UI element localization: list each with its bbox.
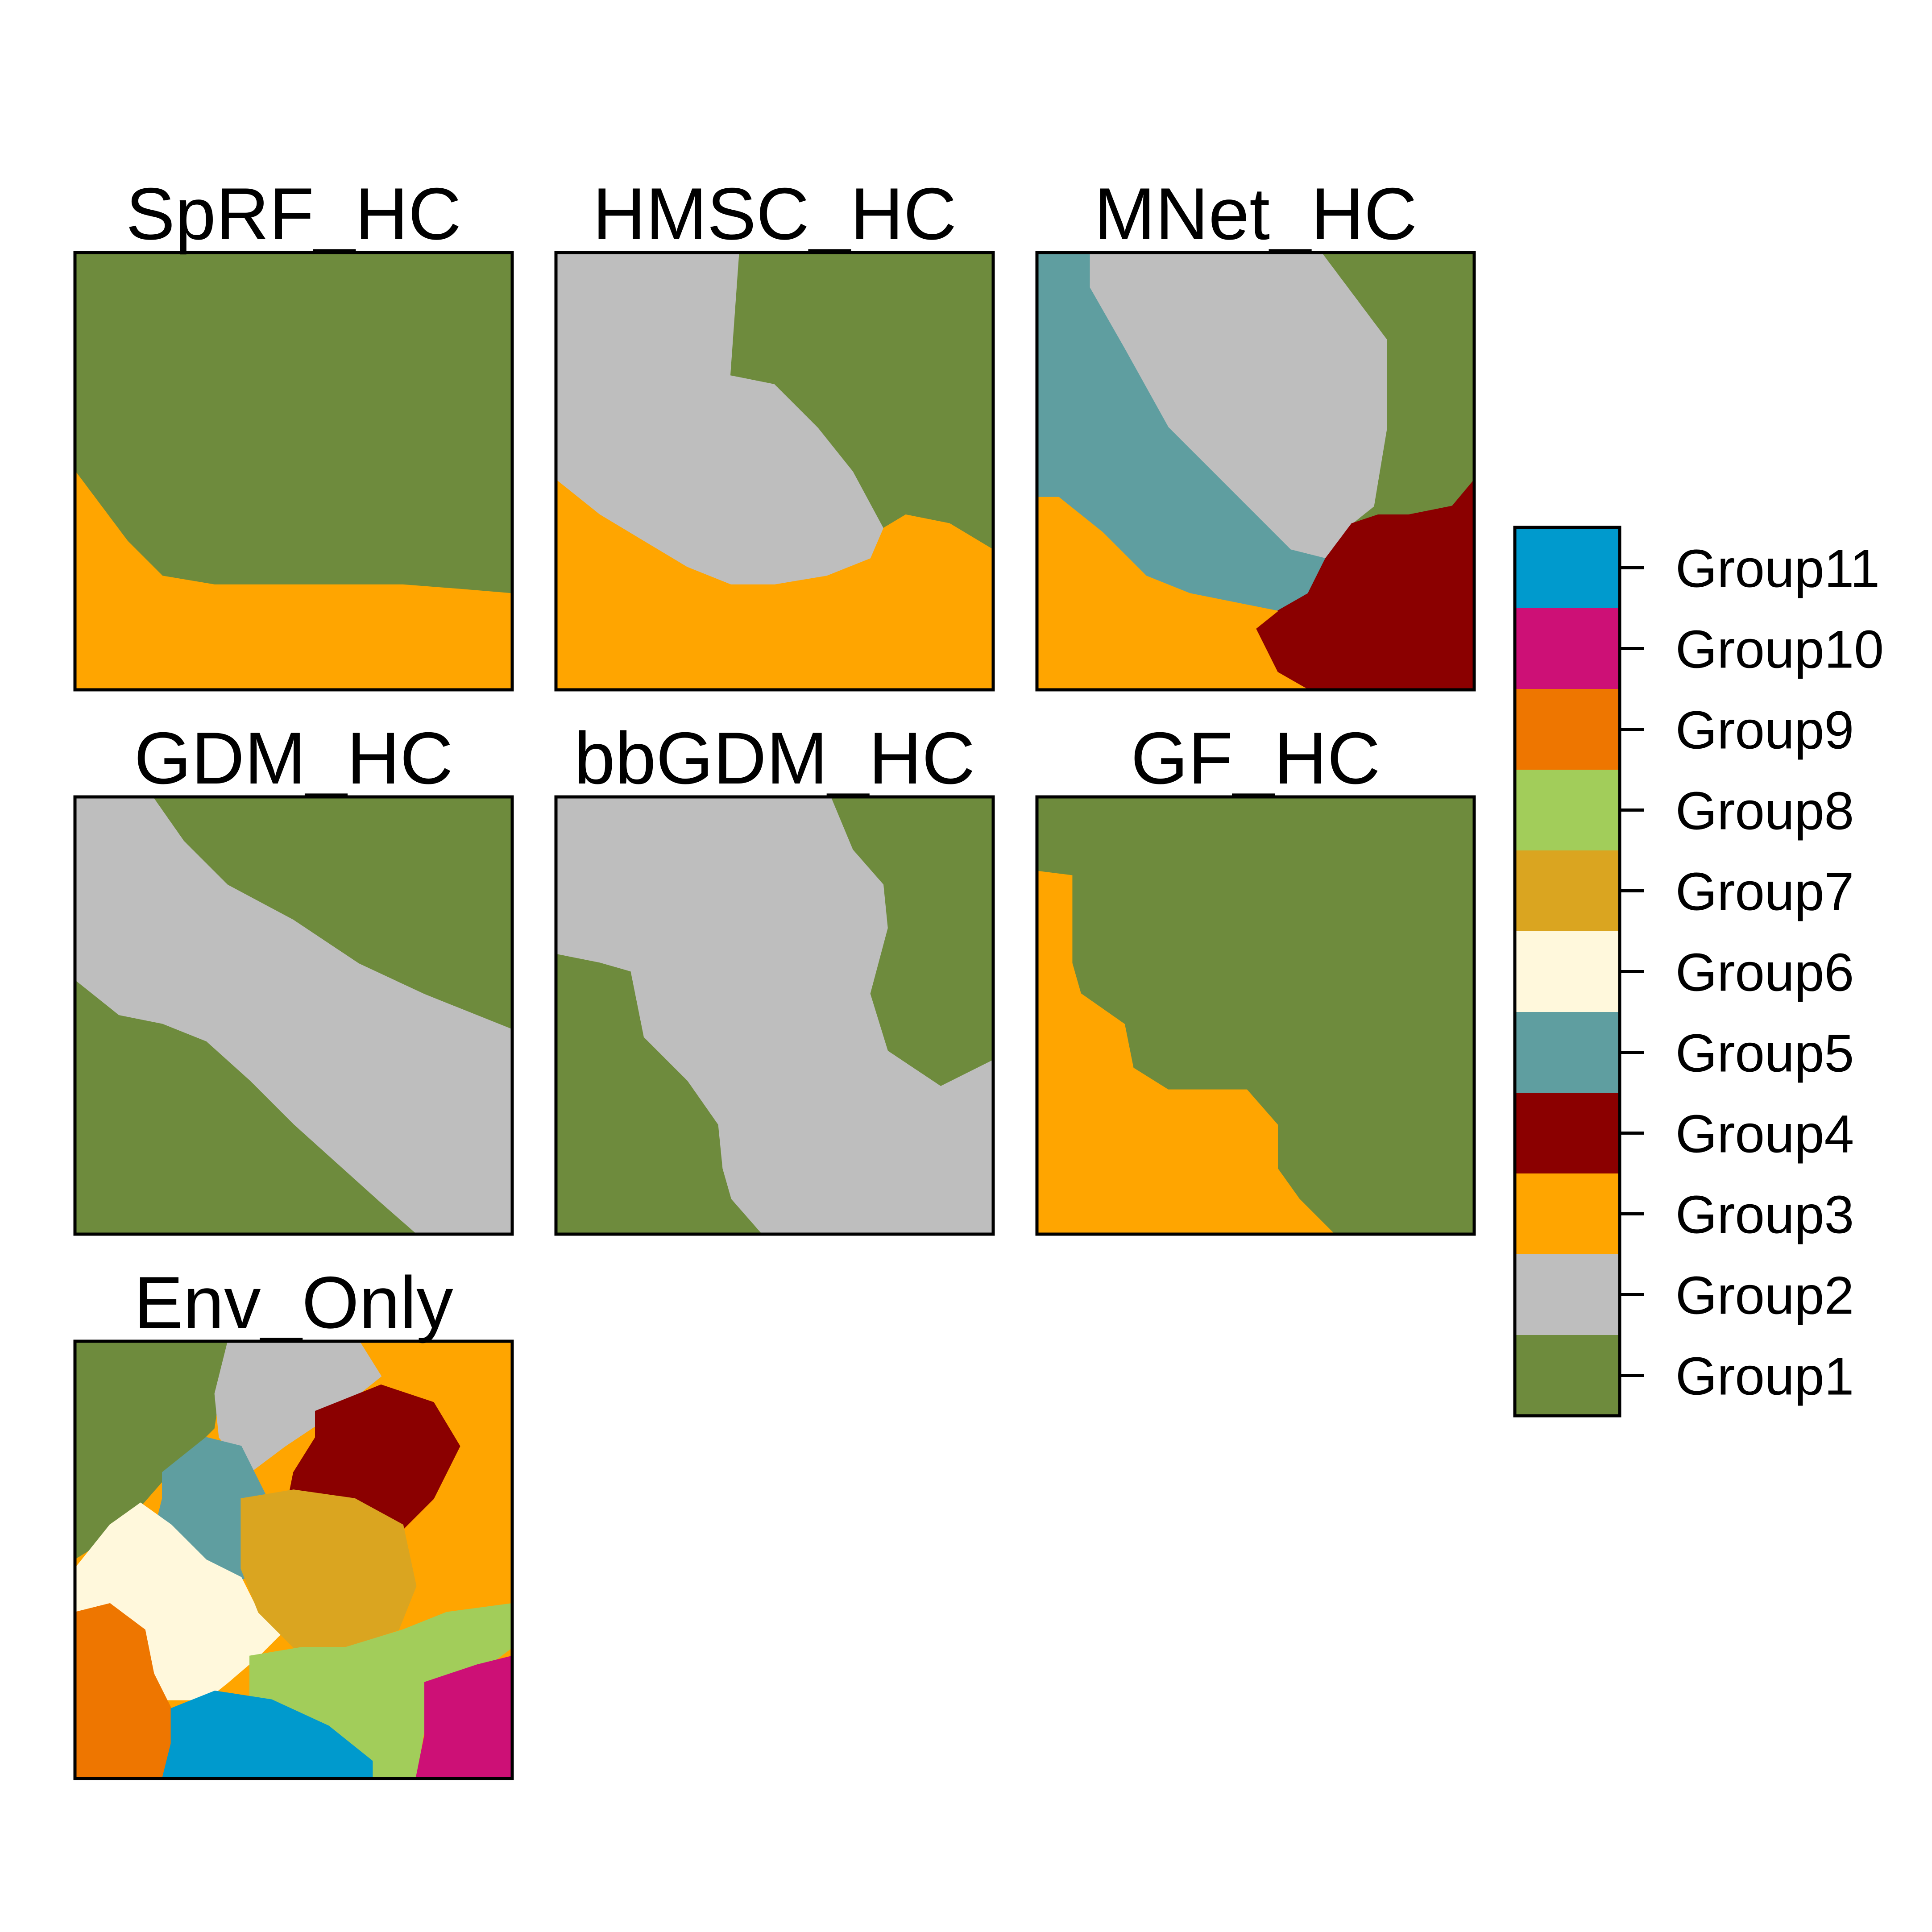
- panel-frame: [73, 1339, 514, 1780]
- legend-swatch-group5: [1515, 1012, 1620, 1093]
- legend-label-group4: Group4: [1675, 1104, 1854, 1164]
- panel-regions: [1037, 797, 1474, 1234]
- panel-title: bbGDM_HC: [574, 717, 975, 799]
- region-group1: [75, 980, 417, 1234]
- legend-swatch-group6: [1515, 931, 1620, 1012]
- panel-frame: [554, 795, 995, 1236]
- legend-swatch-group7: [1515, 850, 1620, 931]
- panel-title: SpRF_HC: [126, 173, 461, 255]
- legend-label-group9: Group9: [1675, 701, 1854, 760]
- legend-swatch-group3: [1515, 1173, 1620, 1254]
- panel-env-only: Env_Only: [73, 1261, 514, 1780]
- legend-swatch-group9: [1515, 689, 1620, 770]
- panel-title: GF_HC: [1131, 717, 1380, 799]
- region-group1: [831, 797, 993, 1086]
- panel-frame: [1035, 795, 1476, 1236]
- panel-frame: [73, 251, 514, 692]
- legend: Group11 Group10 Group9 Group8 Group7 Group6 Gr…: [1513, 526, 1884, 1418]
- legend-swatch-group11: [1515, 527, 1620, 608]
- panel-regions: [75, 797, 512, 1234]
- region-group1: [153, 797, 512, 1029]
- panel-title: HMSC_HC: [593, 173, 957, 255]
- legend-frame: [1513, 526, 1621, 1418]
- panel-frame: [554, 251, 995, 692]
- panel-mnet-hc: MNet_HC: [1035, 173, 1476, 692]
- region-group2: [214, 1341, 382, 1473]
- panel-regions: [556, 797, 993, 1234]
- legend-swatch-group1: [1515, 1335, 1620, 1416]
- legend-label-group7: Group7: [1675, 862, 1854, 922]
- panel-gf-hc: GF_HC: [1035, 717, 1476, 1236]
- legend-label-group3: Group3: [1675, 1185, 1854, 1245]
- region-group10: [415, 1655, 512, 1779]
- legend-swatch-group10: [1515, 608, 1620, 689]
- panel-regions: [556, 253, 993, 690]
- panel-gdm-hc: GDM_HC: [73, 717, 514, 1236]
- legend-label-group1: Group1: [1675, 1347, 1854, 1406]
- legend-label-group10: Group10: [1675, 620, 1884, 680]
- panel-bbgdm-hc: bbGDM_HC: [554, 717, 995, 1236]
- panel-sprf-hc: SpRF_HC: [73, 173, 514, 692]
- panel-frame: [73, 795, 514, 1236]
- legend-label-group8: Group8: [1675, 781, 1854, 841]
- region-group1: [556, 954, 762, 1234]
- legend-swatch-group2: [1515, 1254, 1620, 1335]
- legend-label-group2: Group2: [1675, 1266, 1854, 1326]
- panel-title: Env_Only: [134, 1261, 453, 1343]
- region-group1: [75, 253, 512, 594]
- panel-regions: [1037, 253, 1474, 690]
- panel-regions: [75, 253, 512, 690]
- region-group3: [75, 470, 512, 690]
- legend-label-group5: Group5: [1675, 1024, 1854, 1083]
- legend-label-group11: Group11: [1675, 539, 1880, 599]
- panel-frame: [1035, 251, 1476, 692]
- region-group3: [1037, 871, 1335, 1234]
- region-group11: [162, 1690, 373, 1779]
- legend-swatch-group4: [1515, 1093, 1620, 1173]
- region-group7: [240, 1489, 417, 1648]
- map-panels: SpRF_HC HMSC_HC MNet_HC GDM_HC bbGDM_HC GF_HC…: [73, 173, 1476, 1780]
- panel-title: GDM_HC: [134, 717, 453, 799]
- region-group3: [1037, 497, 1309, 690]
- panel-regions: [75, 1341, 512, 1779]
- legend-swatch-group8: [1515, 770, 1620, 850]
- panel-title: MNet_HC: [1094, 173, 1417, 255]
- panel-hmsc-hc: HMSC_HC: [554, 173, 995, 692]
- legend-label-group6: Group6: [1675, 943, 1854, 1003]
- region-group3: [556, 479, 993, 690]
